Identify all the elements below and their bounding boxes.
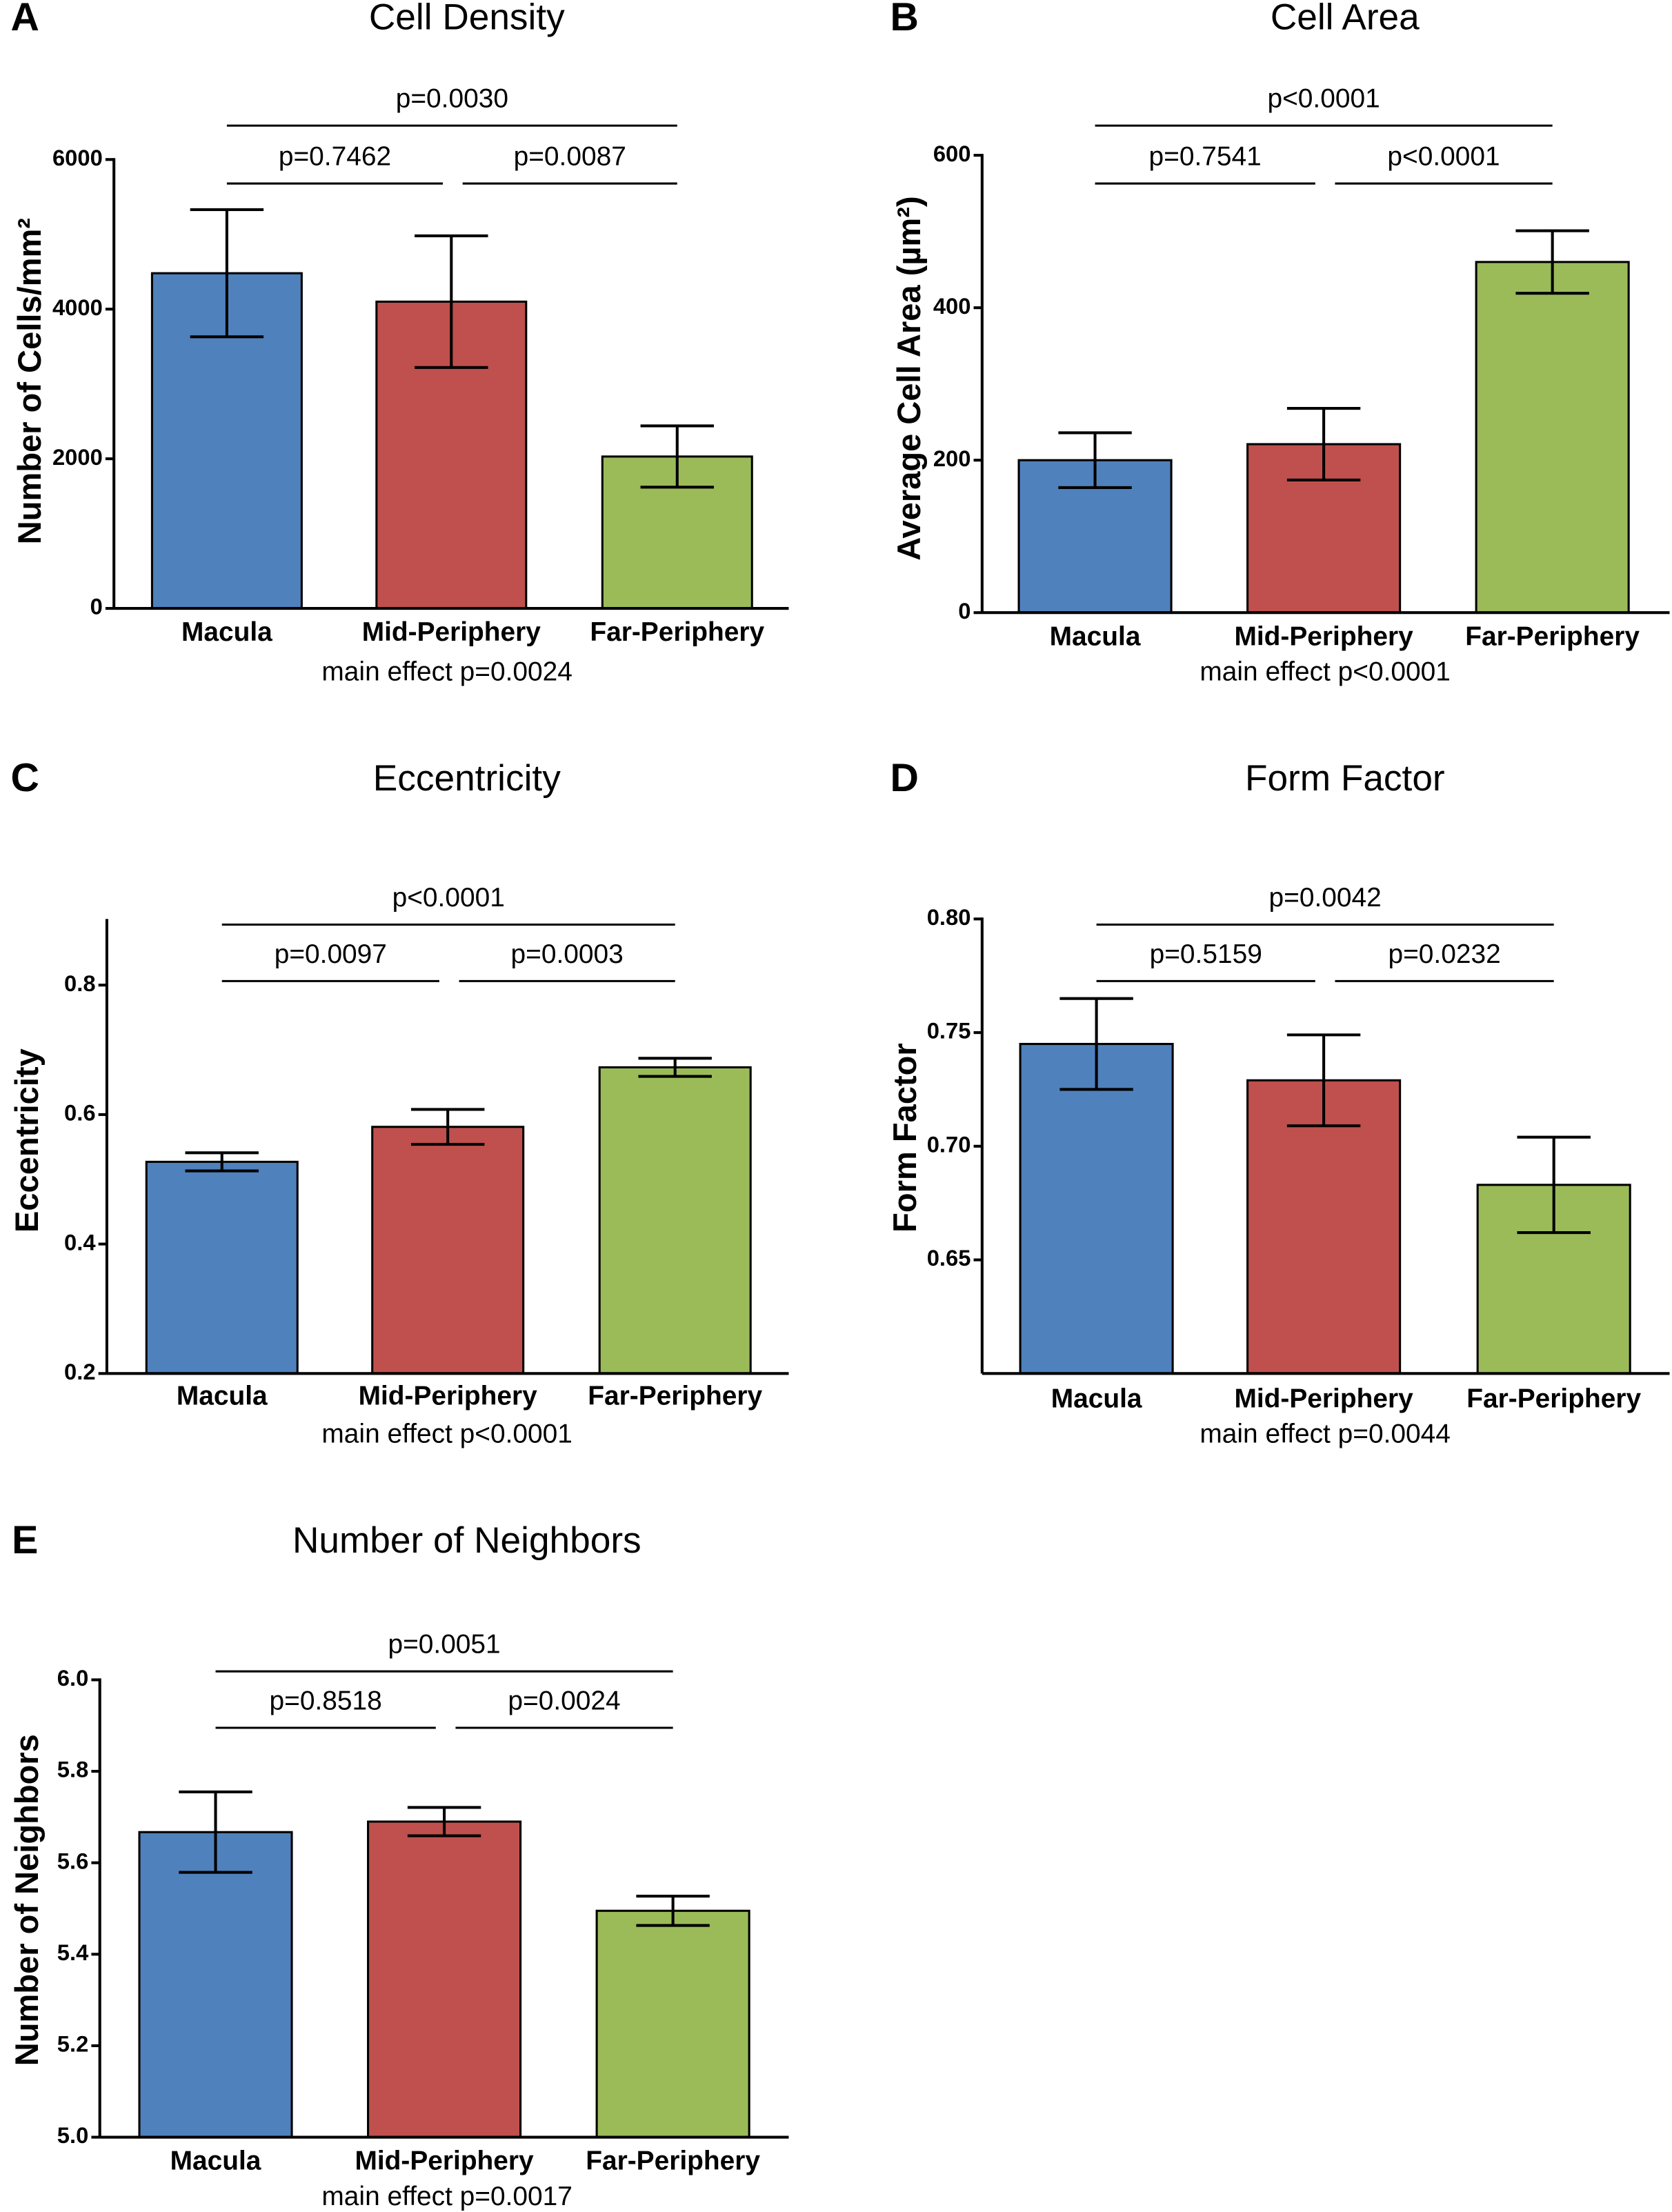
panel-letter: E — [12, 1518, 38, 1562]
x-tick-label: Macula — [177, 1381, 268, 1411]
main-effect-label: main effect p=0.0044 — [1200, 1419, 1450, 1449]
p-value-label: p=0.7541 — [1149, 141, 1262, 171]
y-tick-label: 0.65 — [927, 1245, 971, 1271]
y-tick-label: 6000 — [52, 145, 103, 170]
y-tick-label: 6.0 — [57, 1665, 89, 1691]
y-tick-label: 5.6 — [57, 1848, 89, 1873]
x-tick-label: Macula — [181, 617, 272, 647]
bar-far-periphery — [598, 1066, 752, 1375]
y-tick-label: 4000 — [52, 295, 103, 320]
p-value-label: p=0.0232 — [1388, 939, 1500, 969]
p-value-label: p=0.0042 — [1269, 883, 1382, 913]
x-tick-label: Macula — [1051, 1384, 1142, 1413]
y-tick-label: 5.2 — [57, 2031, 89, 2057]
p-value-label: p<0.0001 — [392, 883, 505, 913]
bar-mid-periphery — [1246, 1079, 1402, 1375]
x-tick-label: Macula — [170, 2146, 261, 2176]
y-tick-label: 0 — [90, 594, 103, 619]
y-tick-label: 0.70 — [927, 1131, 971, 1157]
p-value-label: p=0.5159 — [1150, 939, 1262, 969]
x-tick-label: Far-Periphery — [1465, 621, 1640, 651]
panel-letter: B — [890, 0, 919, 39]
bar-far-periphery — [595, 1909, 750, 2139]
panel-C: C Eccentricity Eccentricity Macula Mid-Perip… — [8, 756, 789, 1449]
p-value-label: p<0.0001 — [1267, 84, 1380, 114]
y-tick-label: 0.6 — [64, 1100, 96, 1126]
panel-letter: A — [11, 0, 39, 39]
panel-letter: D — [890, 756, 919, 800]
y-tick-label: 0.2 — [64, 1359, 96, 1384]
p-value-label: p=0.0024 — [508, 1686, 620, 1715]
p-value-label: p=0.0003 — [511, 939, 624, 969]
panel-B: B Cell Area Average Cell Area (µm²) Macula M… — [890, 0, 1670, 686]
p-value-label: p=0.0087 — [514, 141, 626, 171]
chart-title: Cell Density — [369, 0, 565, 38]
y-tick-label: 200 — [933, 446, 971, 471]
bar-mid-periphery — [371, 1126, 525, 1375]
panel-D: D Form Factor Form Factor Macula Mid-Periphe… — [886, 756, 1670, 1449]
x-tick-label: Mid-Periphery — [362, 617, 541, 647]
p-value-label: p=0.8518 — [270, 1686, 382, 1715]
y-tick-label: 0.75 — [927, 1018, 971, 1044]
y-tick-label: 5.0 — [57, 2122, 89, 2148]
bar-macula — [138, 1831, 293, 2139]
p-value-label: p=0.0051 — [388, 1630, 500, 1660]
y-axis-label: Average Cell Area (µm²) — [890, 196, 927, 560]
main-effect-label: main effect p=0.0017 — [321, 2182, 572, 2211]
x-tick-label: Far-Periphery — [1466, 1384, 1641, 1413]
y-tick-label: 5.8 — [57, 1757, 89, 1782]
y-tick-label: 600 — [933, 141, 971, 166]
chart-title: Eccentricity — [373, 758, 561, 799]
x-tick-label: Macula — [1050, 621, 1141, 651]
p-value-label: p=0.0030 — [396, 84, 508, 114]
x-tick-label: Mid-Periphery — [1234, 1384, 1413, 1413]
y-axis-label: Eccentricity — [8, 1048, 45, 1233]
y-tick-label: 400 — [933, 293, 971, 319]
panel-E: E Number of Neighbors Number of Neighbors M… — [8, 1518, 789, 2211]
bar-macula — [145, 1160, 299, 1375]
x-tick-label: Far-Periphery — [590, 617, 764, 647]
chart-title: Form Factor — [1245, 758, 1445, 799]
x-tick-label: Far-Periphery — [588, 1381, 762, 1411]
y-tick-label: 0.80 — [927, 904, 971, 930]
main-effect-label: main effect p=0.0024 — [321, 657, 572, 686]
p-value-label: p<0.0001 — [1387, 141, 1500, 171]
y-tick-label: 0.4 — [64, 1229, 96, 1255]
y-axis-label: Number of Cells/mm² — [11, 218, 48, 544]
y-tick-label: 0 — [958, 598, 971, 624]
x-tick-label: Mid-Periphery — [1234, 621, 1413, 651]
bar-macula — [1019, 1043, 1174, 1375]
main-effect-label: main effect p<0.0001 — [321, 1419, 572, 1449]
x-tick-label: Mid-Periphery — [355, 2146, 534, 2176]
y-axis-label: Number of Neighbors — [8, 1734, 45, 2066]
bar-mid-periphery — [367, 1820, 522, 2139]
panel-letter: C — [11, 756, 39, 800]
x-tick-label: Mid-Periphery — [359, 1381, 538, 1411]
y-tick-label: 0.8 — [64, 970, 96, 996]
p-value-label: p=0.0097 — [275, 939, 387, 969]
chart-title: Number of Neighbors — [292, 1520, 641, 1561]
panel-A: A Cell Density Number of Cells/mm² Macula Mi… — [11, 0, 789, 686]
p-value-label: p=0.7462 — [279, 141, 391, 171]
chart-title: Cell Area — [1271, 0, 1420, 38]
y-axis-label: Form Factor — [886, 1043, 923, 1233]
bar-far-periphery — [1475, 261, 1630, 614]
y-tick-label: 2000 — [52, 444, 103, 470]
y-tick-label: 5.4 — [57, 1940, 89, 1965]
x-tick-label: Far-Periphery — [586, 2146, 760, 2176]
main-effect-label: main effect p<0.0001 — [1200, 657, 1450, 686]
